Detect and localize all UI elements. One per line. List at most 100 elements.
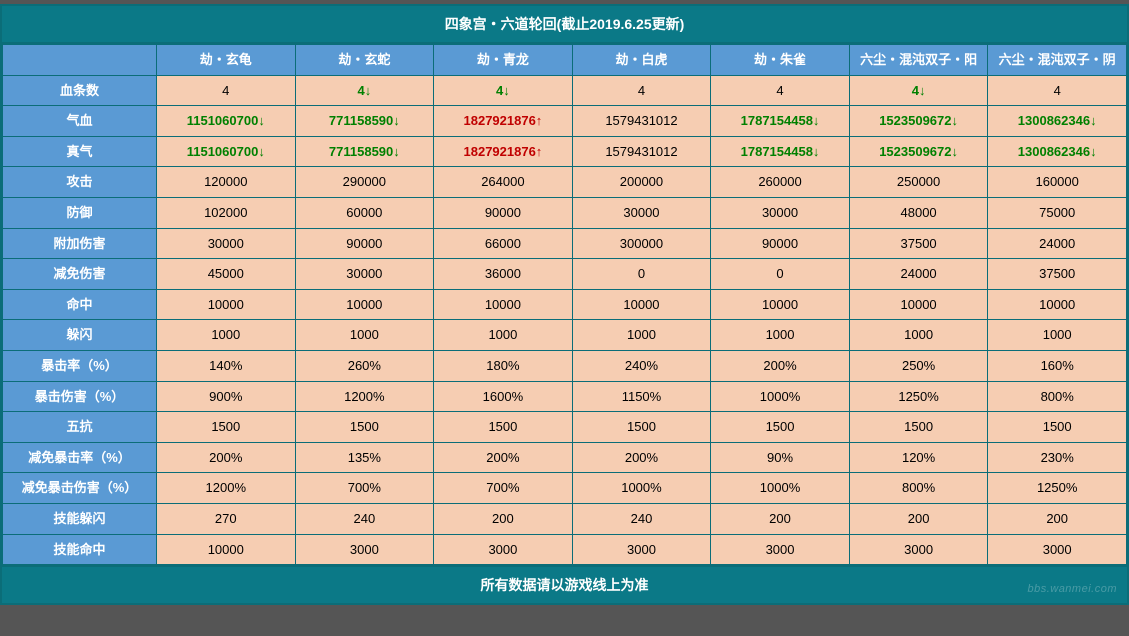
data-cell: 264000: [434, 167, 573, 198]
data-cell: 3000: [572, 534, 711, 565]
data-cell: 290000: [295, 167, 434, 198]
data-cell: 1579431012: [572, 106, 711, 137]
data-cell: 160000: [988, 167, 1127, 198]
data-cell: 1300862346↓: [988, 106, 1127, 137]
data-cell: 200: [988, 503, 1127, 534]
column-header: 劫・青龙: [434, 45, 573, 76]
row-label: 暴击伤害（%）: [3, 381, 157, 412]
data-cell: 1827921876↑: [434, 136, 573, 167]
stats-table: 劫・玄龟劫・玄蛇劫・青龙劫・白虎劫・朱雀六尘・混沌双子・阳六尘・混沌双子・阴 血…: [2, 44, 1127, 565]
table-row: 攻击12000029000026400020000026000025000016…: [3, 167, 1127, 198]
data-cell: 4↓: [295, 75, 434, 106]
data-cell: 270: [157, 503, 296, 534]
data-cell: 200%: [434, 442, 573, 473]
row-label: 技能命中: [3, 534, 157, 565]
data-cell: 66000: [434, 228, 573, 259]
data-cell: 1500: [849, 412, 988, 443]
footer-bar: 所有数据请以游戏线上为准: [2, 565, 1127, 603]
data-cell: 3000: [711, 534, 850, 565]
row-label: 命中: [3, 289, 157, 320]
data-cell: 260%: [295, 350, 434, 381]
data-cell: 10000: [988, 289, 1127, 320]
data-cell: 250%: [849, 350, 988, 381]
data-cell: 771158590↓: [295, 136, 434, 167]
data-cell: 10000: [157, 289, 296, 320]
data-cell: 200%: [157, 442, 296, 473]
data-cell: 24000: [988, 228, 1127, 259]
table-row: 血条数44↓4↓444↓4: [3, 75, 1127, 106]
data-cell: 30000: [157, 228, 296, 259]
table-row: 躲闪1000100010001000100010001000: [3, 320, 1127, 351]
data-cell: 3000: [295, 534, 434, 565]
data-cell: 75000: [988, 197, 1127, 228]
data-cell: 1200%: [295, 381, 434, 412]
data-cell: 160%: [988, 350, 1127, 381]
data-cell: 120%: [849, 442, 988, 473]
data-cell: 10000: [434, 289, 573, 320]
data-cell: 30000: [572, 197, 711, 228]
row-label: 气血: [3, 106, 157, 137]
data-cell: 36000: [434, 259, 573, 290]
row-label: 减免暴击率（%）: [3, 442, 157, 473]
data-cell: 1500: [988, 412, 1127, 443]
table-row: 技能命中10000300030003000300030003000: [3, 534, 1127, 565]
data-cell: 300000: [572, 228, 711, 259]
data-cell: 90000: [711, 228, 850, 259]
data-cell: 900%: [157, 381, 296, 412]
data-cell: 200%: [572, 442, 711, 473]
data-cell: 240%: [572, 350, 711, 381]
table-row: 减免伤害450003000036000002400037500: [3, 259, 1127, 290]
data-cell: 10000: [849, 289, 988, 320]
row-label: 血条数: [3, 75, 157, 106]
data-cell: 1151060700↓: [157, 136, 296, 167]
data-cell: 1000: [988, 320, 1127, 351]
row-label: 减免暴击伤害（%）: [3, 473, 157, 504]
table-row: 暴击率（%）140%260%180%240%200%250%160%: [3, 350, 1127, 381]
header-row: 劫・玄龟劫・玄蛇劫・青龙劫・白虎劫・朱雀六尘・混沌双子・阳六尘・混沌双子・阴: [3, 45, 1127, 76]
data-cell: 45000: [157, 259, 296, 290]
column-header: 劫・玄龟: [157, 45, 296, 76]
table-row: 附加伤害300009000066000300000900003750024000: [3, 228, 1127, 259]
table-body: 血条数44↓4↓444↓4气血1151060700↓771158590↓1827…: [3, 75, 1127, 565]
data-cell: 30000: [711, 197, 850, 228]
data-cell: 10000: [295, 289, 434, 320]
data-cell: 1827921876↑: [434, 106, 573, 137]
row-label: 真气: [3, 136, 157, 167]
data-cell: 1523509672↓: [849, 106, 988, 137]
row-label: 五抗: [3, 412, 157, 443]
data-cell: 1200%: [157, 473, 296, 504]
table-row: 真气1151060700↓771158590↓1827921876↑157943…: [3, 136, 1127, 167]
data-cell: 90%: [711, 442, 850, 473]
data-cell: 1500: [572, 412, 711, 443]
data-cell: 1300862346↓: [988, 136, 1127, 167]
row-label: 技能躲闪: [3, 503, 157, 534]
data-cell: 3000: [434, 534, 573, 565]
data-cell: 4: [572, 75, 711, 106]
data-cell: 200: [434, 503, 573, 534]
data-cell: 0: [711, 259, 850, 290]
data-cell: 700%: [434, 473, 573, 504]
corner-cell: [3, 45, 157, 76]
data-cell: 1787154458↓: [711, 106, 850, 137]
data-cell: 1500: [295, 412, 434, 443]
data-cell: 24000: [849, 259, 988, 290]
data-cell: 1579431012: [572, 136, 711, 167]
data-cell: 1000%: [572, 473, 711, 504]
data-cell: 1600%: [434, 381, 573, 412]
data-cell: 1000: [157, 320, 296, 351]
data-cell: 1000: [849, 320, 988, 351]
data-cell: 771158590↓: [295, 106, 434, 137]
data-cell: 1000%: [711, 381, 850, 412]
data-cell: 230%: [988, 442, 1127, 473]
row-label: 攻击: [3, 167, 157, 198]
data-cell: 1000%: [711, 473, 850, 504]
data-cell: 140%: [157, 350, 296, 381]
data-cell: 800%: [988, 381, 1127, 412]
data-cell: 1000: [572, 320, 711, 351]
data-cell: 37500: [988, 259, 1127, 290]
row-label: 防御: [3, 197, 157, 228]
table-row: 暴击伤害（%）900%1200%1600%1150%1000%1250%800%: [3, 381, 1127, 412]
table-row: 五抗1500150015001500150015001500: [3, 412, 1127, 443]
row-label: 附加伤害: [3, 228, 157, 259]
data-cell: 4: [157, 75, 296, 106]
